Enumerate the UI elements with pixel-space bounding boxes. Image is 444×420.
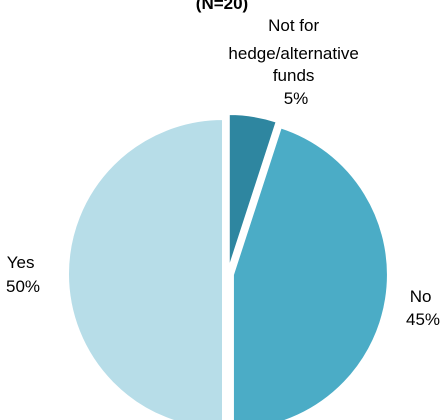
slice-label-yes: Yes 50% — [6, 253, 40, 296]
slice-label-not-for-hedge: Not for hedge/alternative funds 5% — [228, 16, 363, 108]
chart-title: (N=20) — [196, 0, 248, 13]
slice-label-line: Not for — [268, 16, 319, 35]
slice-label-no: No 45% — [406, 287, 440, 329]
slice-label-line: funds — [273, 66, 315, 85]
slice-value-label: 50% — [6, 277, 40, 296]
slice-label-line: No — [410, 287, 432, 306]
pie-slice-no — [231, 126, 389, 420]
slice-value-label: 45% — [406, 310, 440, 329]
pie-slices — [67, 113, 389, 420]
slice-label-line: Yes — [7, 253, 35, 272]
pie-slice-yes — [67, 117, 224, 420]
pie-slice-not-for-hedge — [227, 113, 278, 270]
slice-label-line: hedge/alternative — [228, 44, 358, 63]
slice-value-label: 5% — [284, 89, 309, 108]
